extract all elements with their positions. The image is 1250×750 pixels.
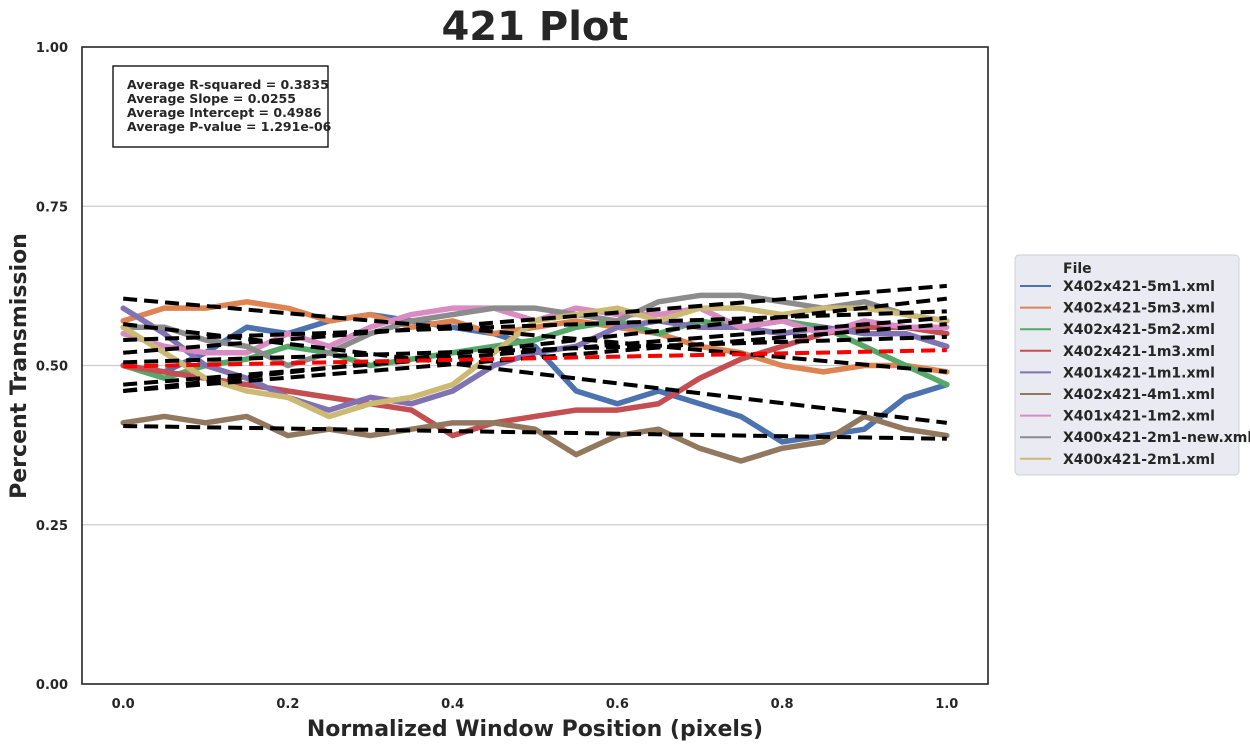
stats-intercept: Average Intercept = 0.4986 — [127, 105, 322, 120]
x-tick-label: 1.0 — [935, 697, 958, 712]
tick-layer: 0.0 0.2 0.4 0.6 0.8 1.0 0.00 0.25 0.50 0.75 1.00 — [36, 41, 958, 712]
y-axis-label: Percent Transmission — [7, 233, 32, 499]
legend-title: File — [1063, 261, 1092, 277]
x-tick-label: 0.2 — [276, 697, 299, 712]
stats-r-squared: Average R-squared = 0.3835 — [127, 77, 329, 92]
legend-entry: X401x421-1m1.xml — [1063, 365, 1215, 381]
series-line-8 — [120, 292, 950, 369]
x-tick-label: 0.6 — [606, 697, 629, 712]
fit-line-5 — [123, 315, 947, 387]
series-line-6 — [120, 413, 950, 464]
legend-box — [1014, 254, 1240, 476]
legend-entry: X400x421-2m1.xml — [1063, 452, 1215, 468]
fit-line-6 — [123, 424, 947, 441]
stats-box — [112, 65, 329, 148]
x-tick-label: 0.8 — [771, 697, 794, 712]
fit-line-8 — [123, 283, 947, 355]
stats-slope: Average Slope = 0.0255 — [127, 91, 296, 106]
y-tick-label: 0.50 — [36, 360, 68, 375]
y-tick-label: 0.25 — [36, 519, 68, 534]
x-axis-label: Normalized Window Position (pixels) — [307, 717, 763, 742]
series-line-1 — [120, 311, 950, 445]
legend-entry: X400x421-2m1-new.xml — [1063, 430, 1250, 446]
y-tick-label: 0.00 — [36, 678, 68, 693]
fit-line-2 — [123, 296, 947, 374]
y-tick-label: 1.00 — [36, 41, 68, 56]
series-line-9 — [120, 305, 950, 420]
legend-entry: X402x421-4m1.xml — [1063, 387, 1215, 403]
fit-line-4 — [123, 322, 947, 393]
stats-annotation: Average R-squared = 0.3835 Average Slope… — [112, 65, 332, 148]
fit-line-7 — [123, 309, 947, 343]
average-fit-line — [123, 348, 947, 369]
x-tick-label: 0.0 — [112, 697, 135, 712]
y-tick-label: 0.75 — [36, 200, 68, 215]
trend-layer — [122, 283, 948, 441]
fit-line-3 — [123, 334, 947, 365]
x-tick-label: 0.4 — [441, 697, 464, 712]
legend-entry: X401x421-1m2.xml — [1063, 409, 1215, 425]
plot-frame — [81, 46, 989, 685]
legend-items: X402x421-5m1.xml X402x421-5m3.xml X402x421… — [1020, 279, 1250, 468]
stats-p-value: Average P-value = 1.291e-06 — [127, 119, 332, 134]
legend-entry: X402x421-1m3.xml — [1063, 344, 1215, 360]
legend-entry: X402x421-5m2.xml — [1063, 322, 1215, 338]
legend-entry: X402x421-5m1.xml — [1063, 279, 1215, 295]
chart-title: 421 Plot — [441, 4, 628, 50]
legend-entry: X402x421-5m3.xml — [1063, 301, 1215, 317]
legend: File X402x421-5m1.xmlX402x421-5m3.xmlX40… — [1014, 254, 1250, 476]
fit-line-9 — [122, 296, 948, 393]
